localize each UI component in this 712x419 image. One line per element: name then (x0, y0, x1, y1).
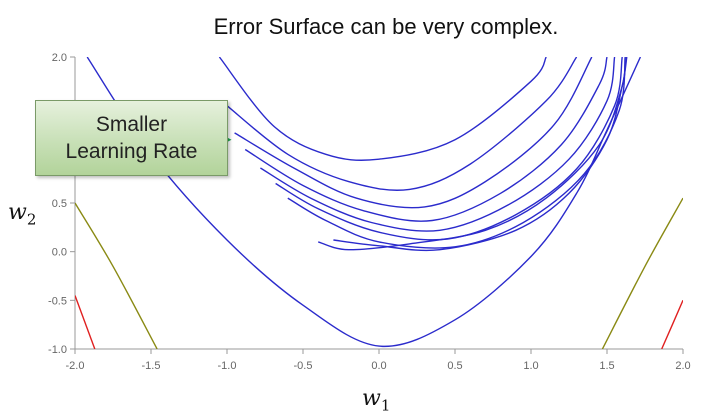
contour-line-10 (333, 57, 628, 252)
red-curve-4 (661, 300, 683, 349)
learning-rate-callout: Smaller Learning Rate (35, 100, 228, 176)
y-axis-subscript: 2 (26, 210, 37, 229)
x-axis-subscript: 1 (380, 396, 391, 415)
x-tick-label: -1.0 (218, 360, 237, 372)
contour-lines (75, 57, 683, 349)
olive-curve-1 (75, 202, 158, 349)
contour-line-5 (244, 57, 608, 222)
olive-curve-3 (601, 197, 683, 349)
x-axis-var: w (362, 386, 381, 411)
x-tick-label: -1.5 (142, 360, 161, 372)
x-tick-label: 2.0 (675, 360, 690, 372)
contour-line-2 (218, 57, 547, 161)
contour-line-3 (226, 57, 578, 191)
contour-line-6 (260, 57, 616, 232)
contour-line-7 (275, 57, 623, 241)
red-curve-2 (75, 295, 96, 349)
x-axis-label: w1 (362, 386, 390, 414)
y-tick-label: -0.5 (48, 295, 67, 307)
x-tick-label: 0.0 (371, 360, 386, 372)
x-tick-label: 1.0 (523, 360, 538, 372)
contour-line-8 (287, 57, 626, 249)
y-tick-label: 0.0 (52, 247, 67, 259)
x-tick-label: 1.5 (599, 360, 614, 372)
chart-title: Error Surface can be very complex. (213, 14, 559, 39)
y-axis-label: w2 (8, 200, 36, 228)
callout-line-2: Learning Rate (65, 140, 198, 163)
y-tick-label: -1.0 (48, 344, 67, 356)
contour-line-4 (234, 57, 593, 209)
x-tick-label: -2.0 (66, 360, 85, 372)
y-tick-label: 0.5 (52, 198, 67, 210)
y-axis-var: w (8, 200, 27, 225)
x-tick-label: 0.5 (447, 360, 462, 372)
x-tick-label: -0.5 (294, 360, 313, 372)
callout-line-1: Smaller (95, 113, 168, 136)
y-tick-label: 2.0 (52, 52, 67, 64)
